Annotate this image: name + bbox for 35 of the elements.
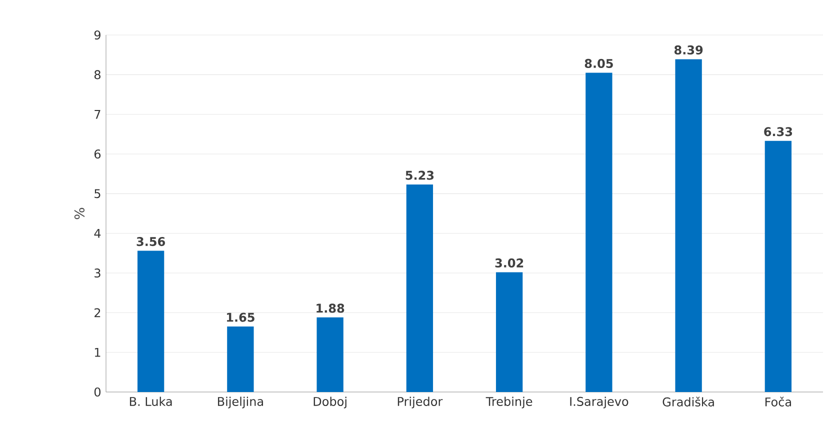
bar <box>496 272 523 392</box>
data-label: 1.65 <box>226 312 254 322</box>
data-label: 6.33 <box>764 127 792 136</box>
y-tick-label: 6 <box>94 149 101 159</box>
bar <box>227 326 254 392</box>
bar <box>764 140 792 392</box>
bar <box>316 317 344 392</box>
y-tick-label: 8 <box>94 70 100 80</box>
x-tick-label: Bijeljina <box>218 396 263 408</box>
y-axis-title: % <box>74 208 84 220</box>
data-label: 5.23 <box>406 170 434 180</box>
x-tick-label: Foča <box>765 396 791 406</box>
data-label: 3.02 <box>495 258 524 268</box>
data-label: 1.88 <box>316 304 344 313</box>
x-tick-label: Gradiška <box>662 396 714 406</box>
y-tick-label: 9 <box>94 30 100 40</box>
data-label: 3.56 <box>136 237 165 246</box>
y-tick-label: 2 <box>94 308 100 318</box>
data-label: 8.05 <box>584 58 613 68</box>
bar <box>586 72 612 392</box>
x-tick-label: Trebinje <box>486 396 532 408</box>
y-tick-label: 7 <box>94 110 100 119</box>
x-tick-label: Prijedor <box>398 396 443 408</box>
y-tick-label: 0 <box>94 387 100 397</box>
bar <box>137 250 164 392</box>
data-label: 8.39 <box>674 45 703 54</box>
y-tick-label: 1 <box>94 348 100 357</box>
y-tick-label: 3 <box>94 268 100 278</box>
bar <box>675 59 702 392</box>
bar <box>406 184 434 392</box>
x-tick-label: Doboj <box>314 396 346 408</box>
x-tick-label: I.Sarajevo <box>570 396 628 408</box>
x-tick-label: B. Luka <box>130 396 172 406</box>
y-tick-label: 4 <box>94 228 101 238</box>
y-tick-label: 5 <box>94 189 100 198</box>
